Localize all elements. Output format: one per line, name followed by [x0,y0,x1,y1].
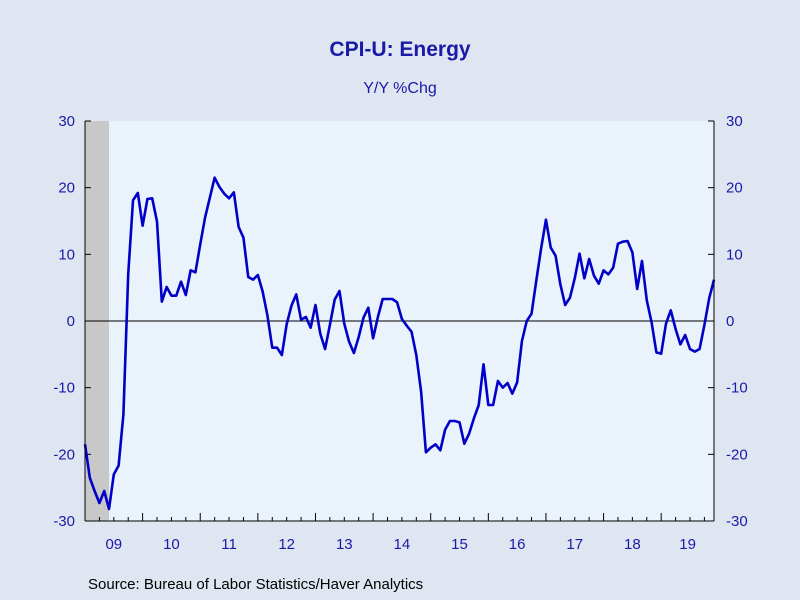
x-tick-label: 15 [451,536,468,553]
x-tick-label: 16 [509,536,526,553]
y-tick-label-right: 10 [726,246,743,263]
y-tick-label-right: -30 [726,513,748,530]
series-line [83,176,716,511]
plot-frame [84,121,715,522]
x-tick-label: 13 [336,536,353,553]
y-tick-label-left: 30 [58,113,75,130]
series-layer [83,176,716,511]
x-tick-label: 10 [163,536,180,553]
chart-title: CPI-U: Energy [329,38,471,61]
x-tick-label: 14 [394,536,411,553]
axes: 30 30 20 20 10 10 0 0 -10 -10 -20 -20 -30 -30 09 10 11 12… [53,113,747,553]
x-tick-label: 09 [105,536,122,553]
y-tick-label-left: -20 [53,446,75,463]
y-tick-label-right: -10 [726,380,748,397]
x-tick-label: 11 [221,536,237,553]
plot-area [85,121,714,521]
x-tick-label: 19 [679,536,696,553]
x-tick-label: 17 [566,536,583,553]
y-tick-label-left: 0 [67,313,75,330]
y-tick-label-right: 0 [726,313,734,330]
chart-subtitle: Y/Y %Chg [363,80,437,97]
x-tick-label: 18 [624,536,641,553]
y-tick-label-left: -30 [53,513,75,530]
y-tick-label-left: 20 [58,180,75,197]
y-tick-label-right: 30 [726,113,743,130]
x-tick-label: 12 [278,536,295,553]
y-tick-label-left: -10 [53,380,75,397]
y-tick-label-right: -20 [726,446,748,463]
y-tick-label-left: 10 [58,246,75,263]
source-note: Source: Bureau of Labor Statistics/Haver… [88,576,424,593]
y-tick-label-right: 20 [726,180,743,197]
